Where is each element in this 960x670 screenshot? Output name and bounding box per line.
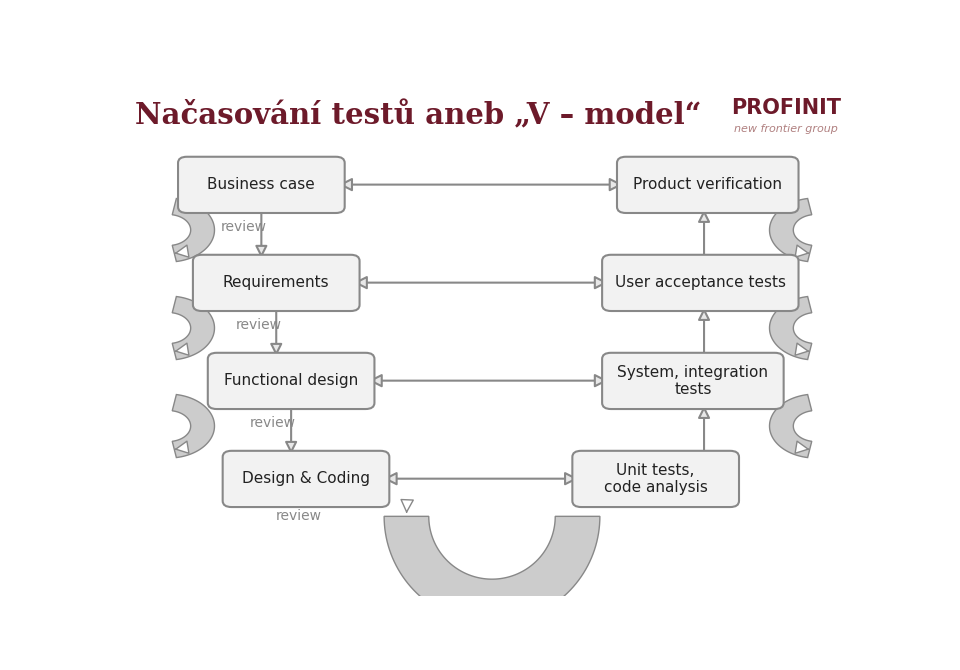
FancyBboxPatch shape [193,255,360,311]
FancyBboxPatch shape [602,255,799,311]
Text: Requirements: Requirements [223,275,329,290]
PathPatch shape [172,395,214,458]
FancyBboxPatch shape [223,451,390,507]
PathPatch shape [770,297,812,360]
Text: Business case: Business case [207,178,315,192]
Text: User acceptance tests: User acceptance tests [614,275,786,290]
Text: Načasování testů aneb „V – model“: Načasování testů aneb „V – model“ [134,101,702,130]
Text: review: review [221,220,267,234]
Text: Product verification: Product verification [634,178,782,192]
Text: new frontier group: new frontier group [734,124,838,134]
FancyBboxPatch shape [602,353,783,409]
FancyBboxPatch shape [572,451,739,507]
Text: review: review [235,318,281,332]
FancyBboxPatch shape [207,353,374,409]
Text: Functional design: Functional design [224,373,358,389]
PathPatch shape [770,198,812,261]
PathPatch shape [172,198,214,261]
Text: review: review [251,417,297,430]
FancyBboxPatch shape [178,157,345,213]
Text: Design & Coding: Design & Coding [242,472,370,486]
Text: Unit tests,
code analysis: Unit tests, code analysis [604,463,708,495]
Text: PROFINIT: PROFINIT [731,98,841,119]
PathPatch shape [172,297,214,360]
Text: System, integration
tests: System, integration tests [617,364,768,397]
FancyBboxPatch shape [617,157,799,213]
PathPatch shape [384,517,600,624]
PathPatch shape [770,395,812,458]
Text: review: review [276,509,323,523]
